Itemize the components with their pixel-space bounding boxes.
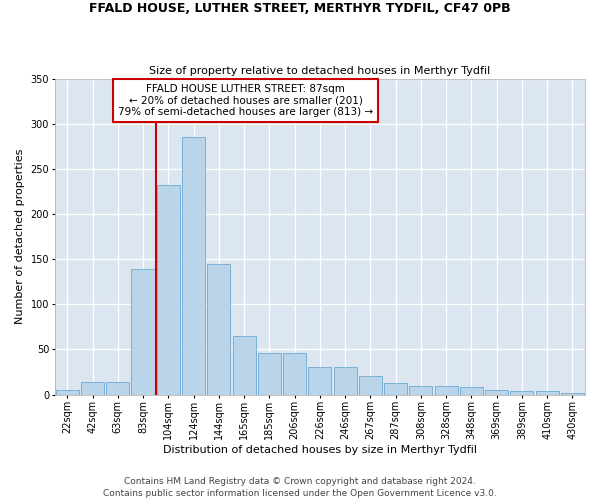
Bar <box>157 186 180 394</box>
X-axis label: Distribution of detached houses by size in Merthyr Tydfil: Distribution of detached houses by size … <box>163 445 477 455</box>
Bar <box>384 383 407 394</box>
Bar <box>106 382 130 394</box>
Bar <box>460 388 483 394</box>
Y-axis label: Number of detached properties: Number of detached properties <box>15 149 25 324</box>
Bar <box>283 353 306 395</box>
Bar <box>258 353 281 395</box>
Bar <box>56 390 79 394</box>
Bar <box>233 336 256 394</box>
Bar <box>485 390 508 394</box>
Bar <box>308 368 331 394</box>
Bar <box>131 269 155 394</box>
Bar <box>207 264 230 394</box>
Text: Contains HM Land Registry data © Crown copyright and database right 2024.
Contai: Contains HM Land Registry data © Crown c… <box>103 476 497 498</box>
Bar <box>536 391 559 394</box>
Text: FFALD HOUSE LUTHER STREET: 87sqm
← 20% of detached houses are smaller (201)
79% : FFALD HOUSE LUTHER STREET: 87sqm ← 20% o… <box>118 84 373 117</box>
Bar <box>510 391 533 394</box>
Bar <box>409 386 433 394</box>
Bar <box>359 376 382 394</box>
Title: Size of property relative to detached houses in Merthyr Tydfil: Size of property relative to detached ho… <box>149 66 490 76</box>
Text: FFALD HOUSE, LUTHER STREET, MERTHYR TYDFIL, CF47 0PB: FFALD HOUSE, LUTHER STREET, MERTHYR TYDF… <box>89 2 511 16</box>
Bar <box>182 136 205 394</box>
Bar <box>561 392 584 394</box>
Bar <box>334 368 357 394</box>
Bar <box>81 382 104 394</box>
Bar <box>434 386 458 394</box>
